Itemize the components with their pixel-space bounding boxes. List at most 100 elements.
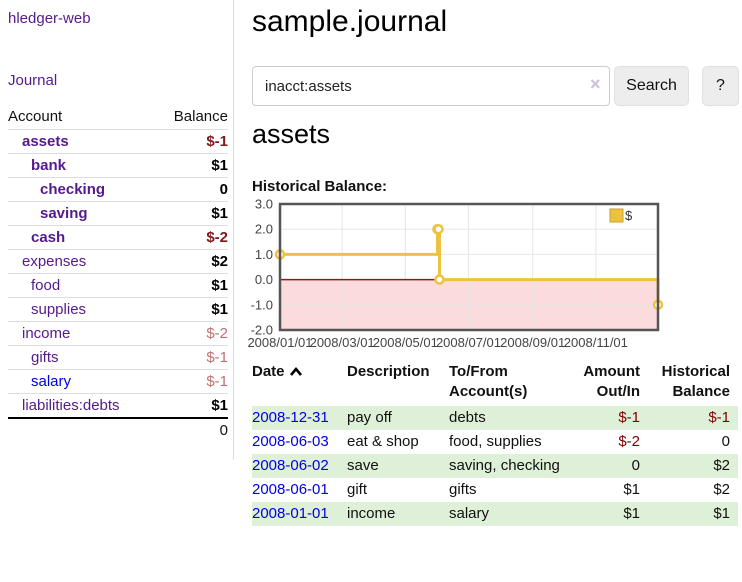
accounts-total-spacer xyxy=(8,417,157,442)
sidebar-divider xyxy=(233,0,234,460)
transaction-amount: $1 xyxy=(623,481,640,498)
account-row: liabilities:debts $1 xyxy=(8,393,228,418)
transaction-date-link[interactable]: 2008-12-31 xyxy=(252,409,329,426)
svg-text:0.0: 0.0 xyxy=(255,272,273,287)
account-link[interactable]: checking xyxy=(40,181,106,198)
historical-balance-chart: $3.0 2.0 1.0 0.0 -1.0 -2.0 2008/01/01 2008/03/0… xyxy=(246,196,666,356)
transaction-accounts: food, supplies xyxy=(449,433,542,450)
svg-text:-1.0: -1.0 xyxy=(251,297,273,312)
register-table-body: 2008-12-31 pay off debts $-1 $-1 2008-06-03 ea… xyxy=(252,406,738,526)
account-link[interactable]: gifts xyxy=(31,349,59,366)
clear-search-icon[interactable]: × xyxy=(590,74,601,94)
account-balance: $1 xyxy=(156,393,228,418)
transaction-row: 2008-01-01 income salary $1 $1 xyxy=(252,502,738,526)
svg-text:2008/03/01: 2008/03/01 xyxy=(310,335,375,350)
account-balance: $-2 xyxy=(156,321,228,346)
transaction-description: gift xyxy=(347,481,368,498)
transaction-description: eat & shop xyxy=(347,433,419,450)
amount-column-header: Amount Out/In xyxy=(583,363,640,400)
search-help-button[interactable]: ? xyxy=(702,66,739,106)
transaction-balance: $-1 xyxy=(708,409,730,426)
account-row: bank $1 xyxy=(8,153,228,178)
svg-text:2008/07/01: 2008/07/01 xyxy=(436,335,501,350)
search-input[interactable] xyxy=(252,66,610,106)
search-form: × Search ? xyxy=(252,66,739,108)
account-row: saving $1 xyxy=(8,201,228,226)
account-link[interactable]: saving xyxy=(40,205,88,222)
transaction-row: 2008-06-01 gift gifts $1 $2 xyxy=(252,478,738,502)
chevron-up-icon xyxy=(289,363,303,383)
sidebar-item-journal[interactable]: Journal xyxy=(8,72,58,89)
account-balance: $-1 xyxy=(156,345,228,370)
transaction-row: 2008-12-31 pay off debts $-1 $-1 xyxy=(252,406,738,430)
svg-text:$: $ xyxy=(625,208,633,223)
date-column-header[interactable]: Date xyxy=(252,362,347,406)
transaction-date-link[interactable]: 2008-01-01 xyxy=(252,505,329,522)
account-balance: $1 xyxy=(156,273,228,298)
transaction-amount: $-2 xyxy=(618,433,640,450)
account-balance: $1 xyxy=(156,153,228,178)
accounts-table: Account Balance assets $-1 bank $1 checking 0… xyxy=(8,104,228,442)
transaction-description: save xyxy=(347,457,379,474)
account-row: expenses $2 xyxy=(8,249,228,274)
account-balance: $1 xyxy=(156,201,228,226)
account-row: supplies $1 xyxy=(8,297,228,322)
chart-canvas: $3.0 2.0 1.0 0.0 -1.0 -2.02008/01/012008/03/0… xyxy=(247,197,664,350)
account-link[interactable]: expenses xyxy=(22,253,87,270)
transaction-amount: $1 xyxy=(623,505,640,522)
account-link[interactable]: income xyxy=(22,325,71,342)
transaction-date-link[interactable]: 2008-06-01 xyxy=(252,481,329,498)
account-balance: 0 xyxy=(156,177,228,202)
accounts-column-header: To/From Account(s) xyxy=(449,363,528,400)
account-link[interactable]: assets xyxy=(22,133,69,150)
accounts-total-row: 0 xyxy=(8,417,228,442)
transaction-row: 2008-06-03 eat & shop food, supplies $-2 0 xyxy=(252,430,738,454)
transaction-date-link[interactable]: 2008-06-03 xyxy=(252,433,329,450)
account-link[interactable]: food xyxy=(31,277,61,294)
historical-balance-label: Historical Balance: xyxy=(252,178,388,195)
transaction-balance: $2 xyxy=(713,457,730,474)
account-row: income $-2 xyxy=(8,321,228,346)
account-link[interactable]: supplies xyxy=(31,301,87,318)
balance-column-header-main: Historical Balance xyxy=(661,363,730,400)
register-table: Date Description To/From Account(s) Amou… xyxy=(252,362,738,526)
balance-column-header: Balance xyxy=(173,108,228,125)
register-header-row: Date Description To/From Account(s) Amou… xyxy=(252,362,738,406)
svg-text:2.0: 2.0 xyxy=(255,222,273,237)
app-brand-link[interactable]: hledger-web xyxy=(8,10,91,27)
account-row: gifts $-1 xyxy=(8,345,228,370)
account-row: salary $-1 xyxy=(8,369,228,394)
transaction-balance: 0 xyxy=(721,433,730,450)
account-balance: $-1 xyxy=(156,129,228,154)
page-title: sample.journal xyxy=(252,5,448,38)
date-header-label: Date xyxy=(252,363,285,380)
account-balance: $-1 xyxy=(156,369,228,394)
account-row: cash $-2 xyxy=(8,225,228,250)
svg-text:2008/01/01: 2008/01/01 xyxy=(247,335,312,350)
transaction-accounts: gifts xyxy=(449,481,477,498)
transaction-date-link[interactable]: 2008-06-02 xyxy=(252,457,329,474)
transaction-accounts: salary xyxy=(449,505,490,522)
account-row: assets $-1 xyxy=(8,129,228,154)
transaction-accounts: debts xyxy=(449,409,486,426)
transaction-amount: $-1 xyxy=(618,409,640,426)
account-column-header: Account xyxy=(8,108,63,125)
svg-text:2008/05/01: 2008/05/01 xyxy=(373,335,438,350)
transaction-amount: 0 xyxy=(631,457,640,474)
search-button[interactable]: Search xyxy=(614,66,689,106)
accounts-table-header: Account Balance xyxy=(8,104,228,130)
svg-text:1.0: 1.0 xyxy=(255,247,273,262)
accounts-table-body: assets $-1 bank $1 checking 0 saving $1 cash $-2 e… xyxy=(8,129,228,418)
svg-text:-2.0: -2.0 xyxy=(251,323,273,338)
account-link[interactable]: salary xyxy=(31,373,72,390)
transaction-balance: $2 xyxy=(713,481,730,498)
account-link[interactable]: liabilities:debts xyxy=(22,397,120,414)
account-link[interactable]: bank xyxy=(31,157,67,174)
svg-text:2008/09/01: 2008/09/01 xyxy=(500,335,565,350)
transaction-description: income xyxy=(347,505,396,522)
transaction-description: pay off xyxy=(347,409,392,426)
account-link[interactable]: cash xyxy=(31,229,66,246)
transaction-row: 2008-06-02 save saving, checking 0 $2 xyxy=(252,454,738,478)
transaction-accounts: saving, checking xyxy=(449,457,560,474)
